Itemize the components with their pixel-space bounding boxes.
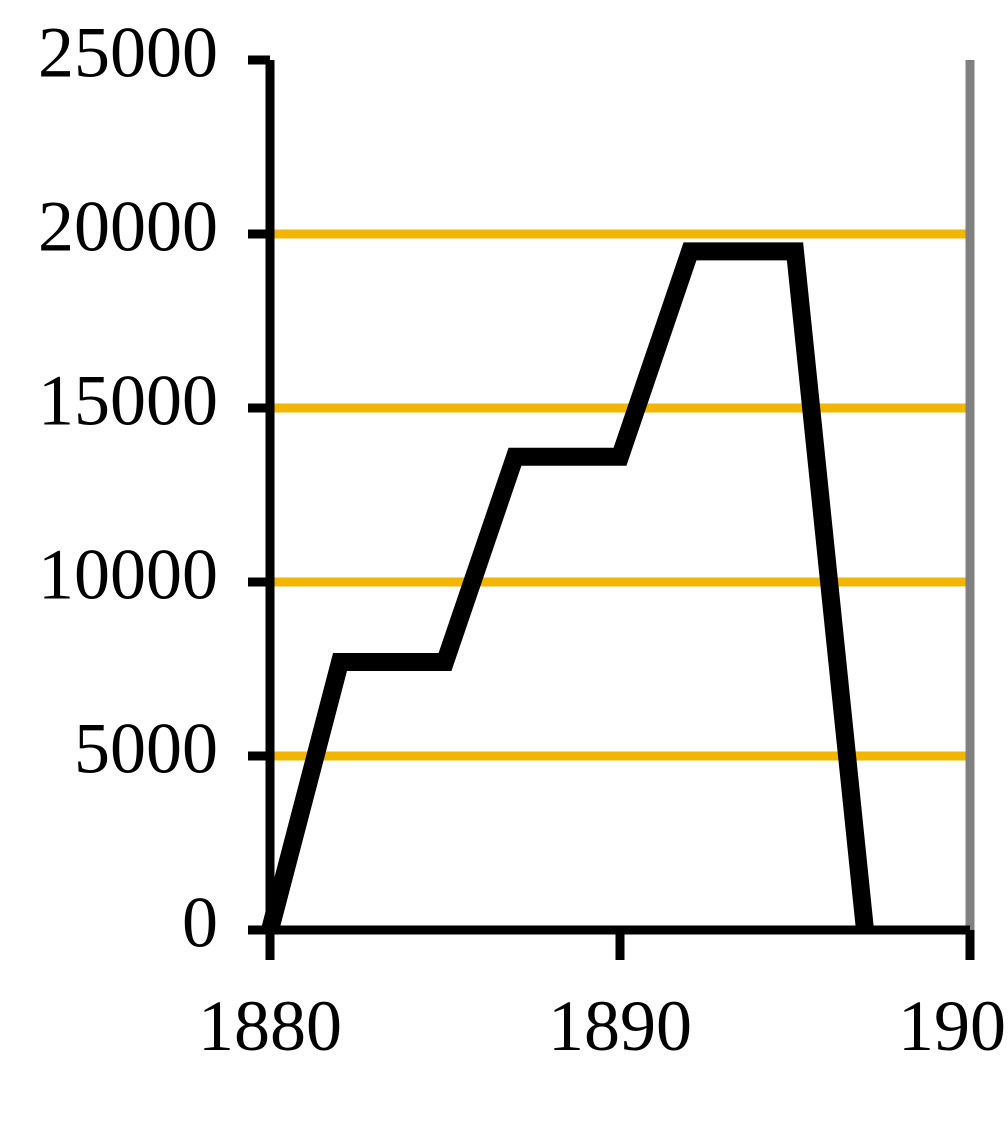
x-tick-label: 1880 xyxy=(198,986,342,1066)
x-tick-label: 1890 xyxy=(548,986,692,1066)
y-tick-label: 10000 xyxy=(38,535,218,615)
line-chart: 0 5000 10000 15000 20000 25000 1880 1890 1900 xyxy=(0,0,1008,1126)
y-tick-label: 0 xyxy=(182,883,218,963)
y-tick-label: 25000 xyxy=(38,13,218,93)
chart-svg: 0 5000 10000 15000 20000 25000 1880 1890 1900 xyxy=(0,0,1008,1126)
y-tick-label: 20000 xyxy=(38,187,218,267)
x-tick-label: 1900 xyxy=(898,986,1008,1066)
y-tick-label: 15000 xyxy=(38,361,218,441)
y-tick-label: 5000 xyxy=(74,709,218,789)
